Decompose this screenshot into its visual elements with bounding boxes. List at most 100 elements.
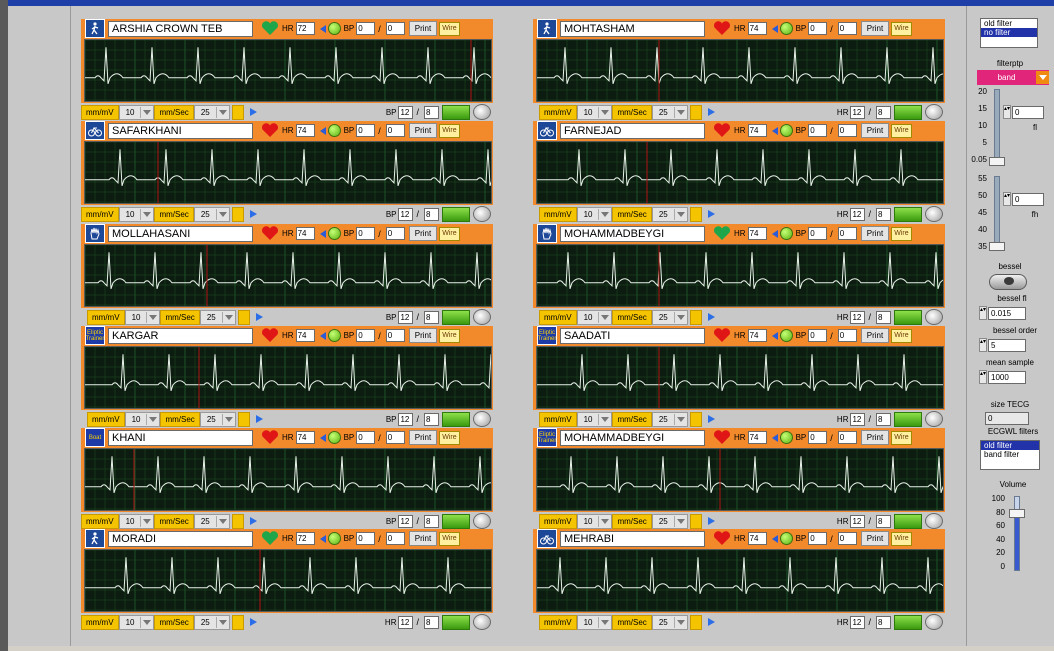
chevron-down-icon[interactable] bbox=[673, 413, 687, 425]
spin-arrows-icon[interactable]: ▴▾ bbox=[979, 370, 987, 384]
speed-select[interactable]: 25 bbox=[651, 513, 688, 529]
speed-select[interactable]: 25 bbox=[199, 411, 236, 427]
speed-select[interactable]: 25 bbox=[651, 411, 688, 427]
spin-arrows-icon[interactable]: ▴▾ bbox=[1003, 192, 1011, 206]
bessel-order-spinner[interactable]: ▴▾ 5 bbox=[979, 338, 1026, 352]
wire-button[interactable]: Wire bbox=[891, 123, 912, 138]
print-button[interactable]: Print bbox=[860, 123, 890, 138]
filterptp-select[interactable]: band bbox=[977, 70, 1049, 85]
alarm-arrow-icon[interactable] bbox=[319, 331, 326, 340]
spin-arrows-icon[interactable]: ▴▾ bbox=[1003, 105, 1011, 119]
speed-select[interactable]: 25 bbox=[193, 513, 230, 529]
alarm-arrow-icon[interactable] bbox=[771, 126, 778, 135]
play-icon[interactable] bbox=[707, 210, 715, 218]
speed-select[interactable]: 25 bbox=[651, 206, 688, 222]
wire-button[interactable]: Wire bbox=[439, 531, 460, 546]
chevron-down-icon[interactable] bbox=[673, 616, 687, 628]
chevron-down-icon[interactable] bbox=[140, 106, 153, 118]
camera-icon[interactable] bbox=[473, 614, 491, 630]
speed-select[interactable]: 25 bbox=[193, 206, 230, 222]
bessel-fl-value[interactable]: 0.015 bbox=[988, 306, 1026, 320]
wire-button[interactable]: Wire bbox=[439, 430, 460, 445]
wire-button[interactable]: Wire bbox=[891, 430, 912, 445]
chevron-down-icon[interactable] bbox=[221, 413, 235, 425]
camera-icon[interactable] bbox=[473, 513, 491, 529]
print-button[interactable]: Print bbox=[408, 123, 438, 138]
ecgwl-option-band[interactable]: band filter bbox=[984, 450, 1020, 459]
patient-name-field[interactable]: SAADATI bbox=[560, 327, 705, 344]
chevron-down-icon[interactable] bbox=[673, 311, 687, 323]
alarm-arrow-icon[interactable] bbox=[319, 534, 326, 543]
chevron-down-icon[interactable] bbox=[598, 515, 611, 527]
patient-name-field[interactable]: MOHAMMADBEYGI bbox=[560, 429, 705, 446]
filter-listbox[interactable]: old filter no filter bbox=[980, 18, 1038, 48]
gain-select[interactable]: 10 bbox=[118, 206, 155, 222]
chevron-down-icon[interactable] bbox=[146, 413, 159, 425]
camera-icon[interactable] bbox=[473, 104, 491, 120]
print-button[interactable]: Print bbox=[408, 430, 438, 445]
fl-slider-thumb[interactable] bbox=[989, 157, 1005, 166]
filter-option-old[interactable]: old filter bbox=[984, 19, 1013, 28]
speed-select[interactable]: 25 bbox=[199, 309, 236, 325]
alarm-arrow-icon[interactable] bbox=[771, 229, 778, 238]
chevron-down-icon[interactable] bbox=[598, 616, 611, 628]
gain-select[interactable]: 10 bbox=[576, 614, 613, 630]
fh-slider-track[interactable] bbox=[994, 176, 1000, 250]
chevron-down-icon[interactable] bbox=[221, 311, 235, 323]
chevron-down-icon[interactable] bbox=[140, 208, 153, 220]
gain-select[interactable]: 10 bbox=[576, 513, 613, 529]
chevron-down-icon[interactable] bbox=[673, 208, 687, 220]
patient-name-field[interactable]: ARSHIA CROWN TEB bbox=[108, 20, 253, 37]
patient-name-field[interactable]: MOHTASHAM bbox=[560, 20, 705, 37]
speed-select[interactable]: 25 bbox=[651, 309, 688, 325]
camera-icon[interactable] bbox=[925, 104, 943, 120]
wire-button[interactable]: Wire bbox=[439, 123, 460, 138]
camera-icon[interactable] bbox=[473, 309, 491, 325]
alarm-arrow-icon[interactable] bbox=[319, 229, 326, 238]
chevron-down-icon[interactable] bbox=[1036, 71, 1049, 84]
gain-select[interactable]: 10 bbox=[118, 104, 155, 120]
camera-icon[interactable] bbox=[473, 411, 491, 427]
alarm-arrow-icon[interactable] bbox=[319, 433, 326, 442]
chevron-down-icon[interactable] bbox=[215, 515, 229, 527]
print-button[interactable]: Print bbox=[860, 226, 890, 241]
fh-slider-thumb[interactable] bbox=[989, 242, 1005, 251]
play-icon[interactable] bbox=[707, 313, 715, 321]
gain-select[interactable]: 10 bbox=[576, 411, 613, 427]
fl-slider-track[interactable] bbox=[994, 89, 1000, 163]
volume-slider-track[interactable] bbox=[1014, 496, 1020, 571]
patient-name-field[interactable]: FARNEJAD bbox=[560, 122, 705, 139]
bessel-toggle[interactable] bbox=[989, 274, 1027, 290]
fh-value[interactable]: 0 bbox=[1012, 192, 1044, 206]
print-button[interactable]: Print bbox=[860, 531, 890, 546]
camera-icon[interactable] bbox=[925, 614, 943, 630]
camera-icon[interactable] bbox=[925, 513, 943, 529]
wire-button[interactable]: Wire bbox=[891, 226, 912, 241]
chevron-down-icon[interactable] bbox=[598, 413, 611, 425]
gain-select[interactable]: 10 bbox=[124, 411, 161, 427]
print-button[interactable]: Print bbox=[860, 430, 890, 445]
play-icon[interactable] bbox=[707, 108, 715, 116]
alarm-arrow-icon[interactable] bbox=[771, 331, 778, 340]
print-button[interactable]: Print bbox=[408, 328, 438, 343]
alarm-arrow-icon[interactable] bbox=[771, 24, 778, 33]
play-icon[interactable] bbox=[707, 618, 715, 626]
print-button[interactable]: Print bbox=[408, 531, 438, 546]
gain-select[interactable]: 10 bbox=[118, 614, 155, 630]
fh-spinner[interactable]: ▴▾ 0 bbox=[1003, 192, 1044, 206]
patient-name-field[interactable]: MEHRABI bbox=[560, 530, 705, 547]
alarm-arrow-icon[interactable] bbox=[319, 24, 326, 33]
alarm-arrow-icon[interactable] bbox=[771, 433, 778, 442]
speed-select[interactable]: 25 bbox=[651, 104, 688, 120]
chevron-down-icon[interactable] bbox=[215, 106, 229, 118]
patient-name-field[interactable]: MORADI bbox=[108, 530, 253, 547]
fl-value[interactable]: 0 bbox=[1012, 105, 1044, 119]
play-icon[interactable] bbox=[249, 108, 257, 116]
print-button[interactable]: Print bbox=[408, 21, 438, 36]
patient-name-field[interactable]: KARGAR bbox=[108, 327, 253, 344]
patient-name-field[interactable]: KHANI bbox=[108, 429, 253, 446]
alarm-arrow-icon[interactable] bbox=[319, 126, 326, 135]
ecgwl-option-old[interactable]: old filter bbox=[981, 441, 1039, 450]
play-icon[interactable] bbox=[255, 415, 263, 423]
gain-select[interactable]: 10 bbox=[118, 513, 155, 529]
